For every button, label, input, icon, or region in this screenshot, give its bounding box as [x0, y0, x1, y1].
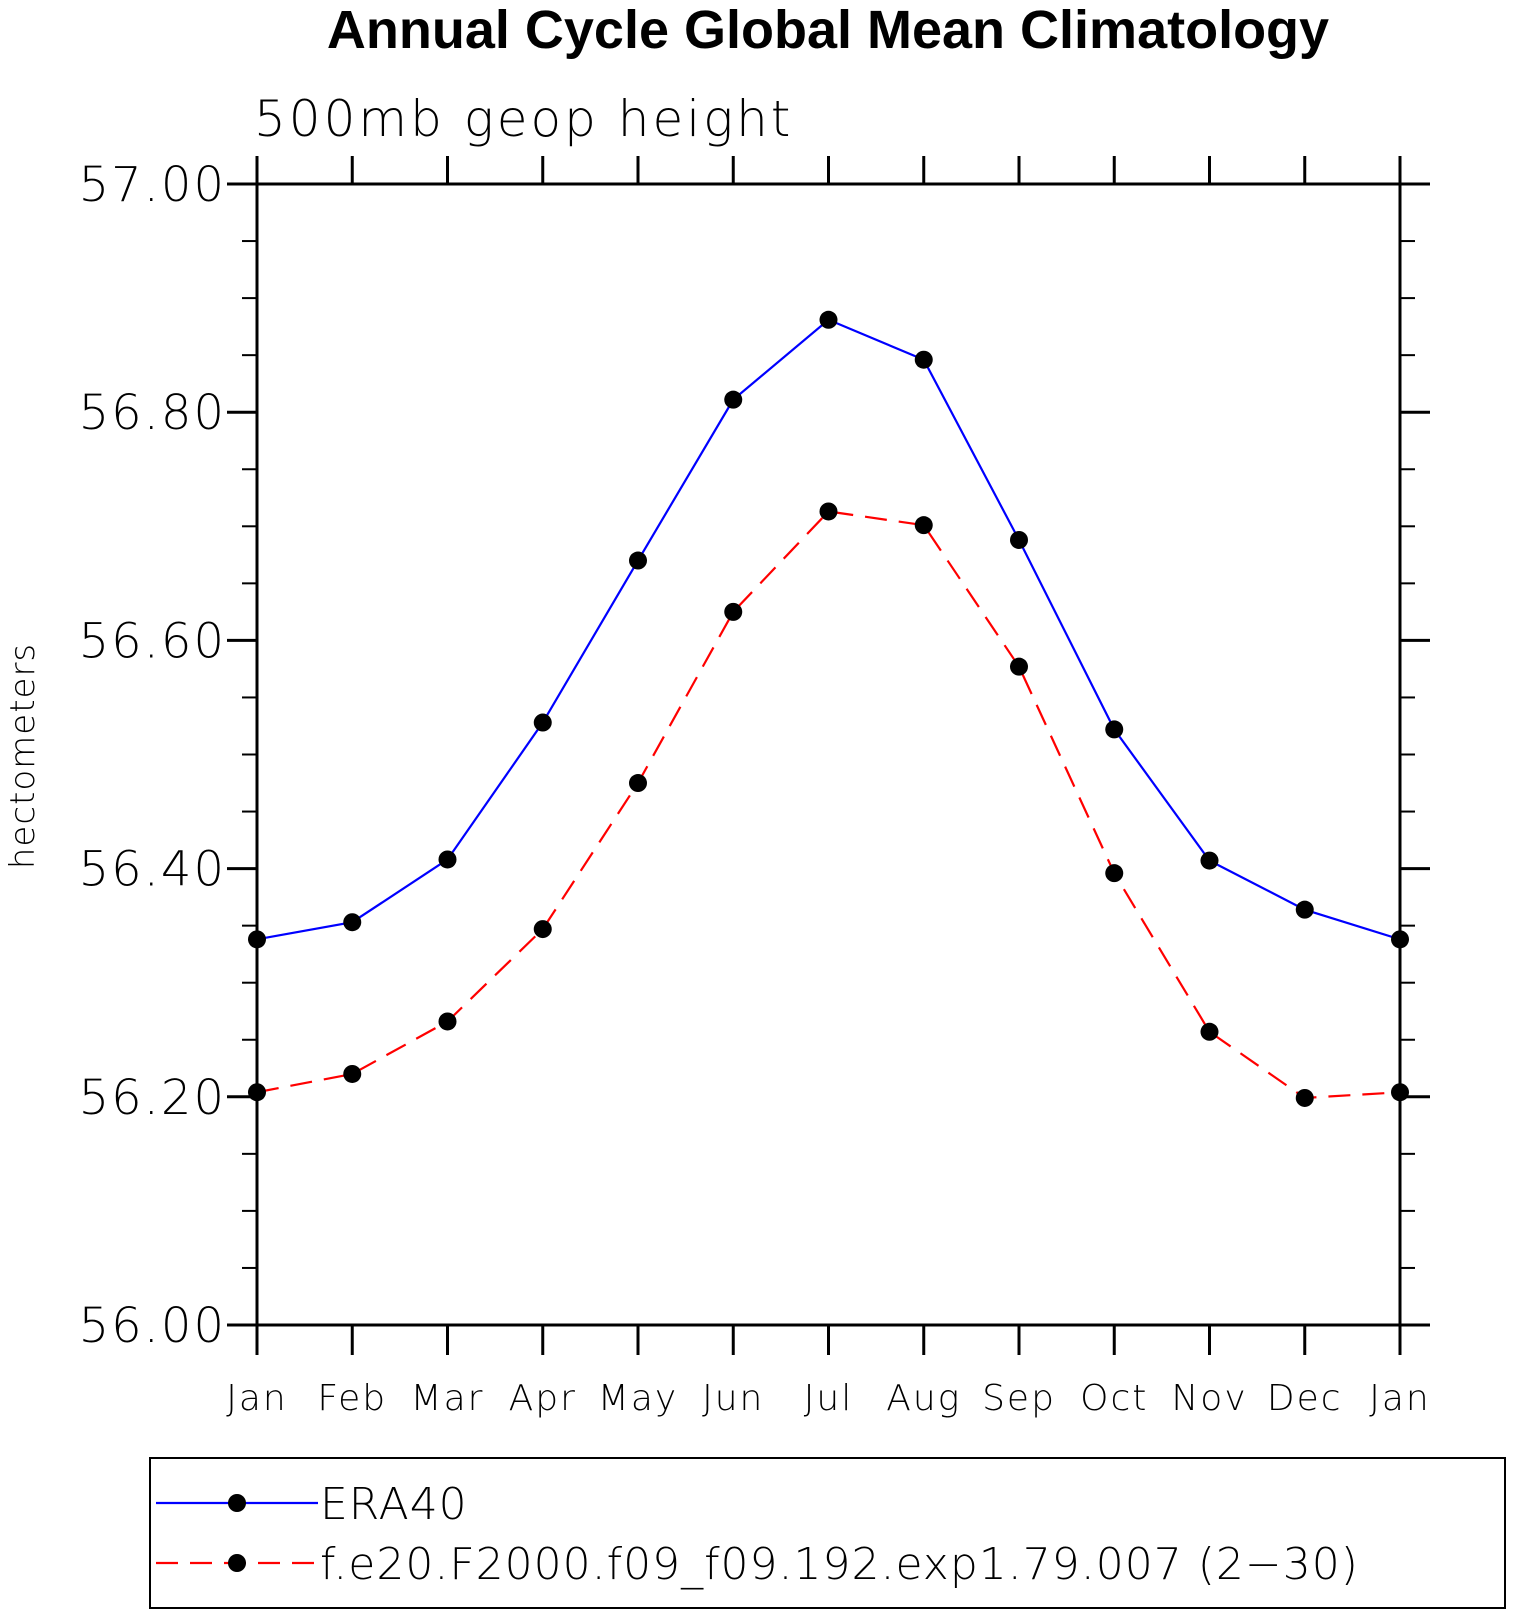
chart-subtitle: 500mb geop height — [254, 90, 793, 148]
y-tick-label: 56.20 — [79, 1070, 226, 1126]
x-tick-label: Jul — [804, 1378, 853, 1419]
data-point — [1105, 864, 1124, 883]
plot-frame — [255, 182, 1402, 1327]
legend-marker-1 — [228, 1494, 246, 1512]
y-tick-labels: 56.00 56.20 56.40 56.60 56.80 57.00 — [79, 157, 226, 1354]
series-line-2 — [256, 510, 1401, 1100]
x-tick-labels: Jan Feb Mar Apr May Jun Jul Aug Sep Oct Nov Dec Jan — [226, 1378, 1431, 1419]
data-point — [914, 516, 933, 535]
data-point — [724, 602, 743, 621]
data-point — [438, 850, 457, 869]
x-tick-label: Feb — [317, 1378, 387, 1419]
x-tick-label: Jun — [702, 1378, 764, 1419]
data-point — [1010, 657, 1028, 676]
data-point — [438, 1012, 457, 1031]
legend-label-1: ERA40 — [320, 1479, 468, 1530]
data-point — [819, 502, 838, 521]
y-tick-label: 56.40 — [79, 842, 226, 898]
legend: ERA40 f.e20.F2000.f09_f09.192.exp1.79.007… — [149, 1457, 1506, 1609]
y-axis-label: hectometers — [3, 643, 43, 869]
data-point — [1105, 720, 1124, 739]
y-tick-label: 56.80 — [79, 385, 226, 441]
x-tick-label: Aug — [886, 1378, 961, 1419]
data-point — [343, 1064, 362, 1083]
data-point — [629, 551, 647, 570]
chart-title: Annual Cycle Global Mean Climatology — [327, 0, 1329, 60]
data-point — [343, 913, 362, 932]
data-point — [533, 920, 552, 939]
data-point — [1295, 900, 1314, 919]
data-point — [1200, 1022, 1219, 1041]
x-tick-label: Mar — [411, 1378, 485, 1419]
data-point — [724, 390, 743, 409]
y-tick-label: 56.00 — [79, 1298, 226, 1354]
x-tick-label: May — [598, 1378, 678, 1419]
series-layer — [248, 310, 1409, 1107]
x-tick-label: Nov — [1171, 1378, 1247, 1419]
legend-box — [149, 1457, 1506, 1609]
x-tick-label: Jan — [226, 1378, 288, 1419]
data-point — [1295, 1088, 1314, 1107]
x-tick-label: Dec — [1267, 1378, 1343, 1419]
x-tick-label: Apr — [509, 1378, 577, 1419]
series-line-1 — [256, 318, 1401, 941]
x-tick-label: Sep — [982, 1378, 1056, 1419]
data-point — [629, 774, 647, 793]
x-tick-label: Oct — [1080, 1378, 1148, 1419]
legend-label-2: f.e20.F2000.f09_f09.192.exp1.79.007 (2−3… — [320, 1539, 1359, 1590]
legend-marker-2 — [228, 1554, 246, 1572]
y-tick-label: 57.00 — [79, 157, 226, 213]
y-tick-label: 56.60 — [79, 613, 226, 669]
data-point — [914, 350, 933, 369]
data-point — [533, 713, 552, 732]
data-point — [1200, 851, 1219, 870]
x-tick-label: Jan — [1369, 1378, 1431, 1419]
data-point — [819, 310, 838, 329]
data-point — [1010, 530, 1028, 549]
axis-ticks — [227, 156, 1430, 1355]
